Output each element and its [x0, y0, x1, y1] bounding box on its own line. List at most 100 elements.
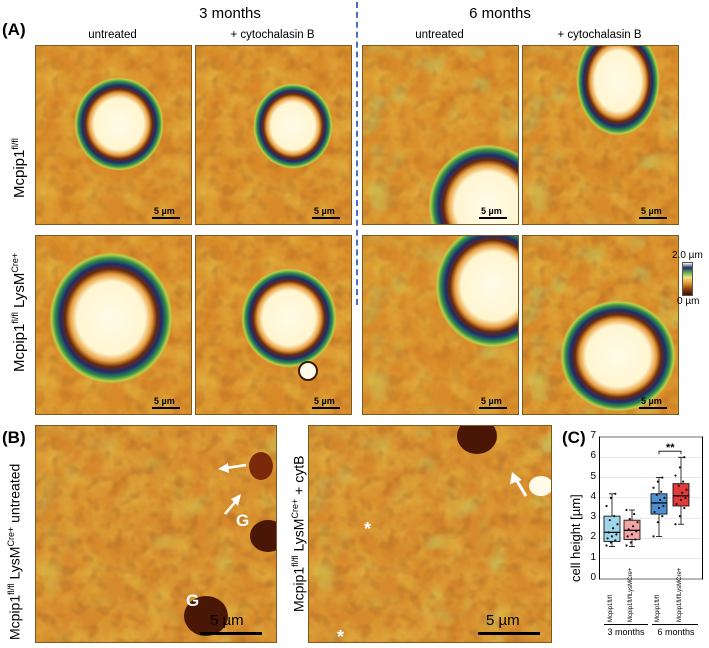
- data-point: [657, 506, 661, 510]
- y-tick-label: 7: [590, 430, 596, 441]
- column-label-cytb-3m: + cytochalasin B: [230, 29, 315, 41]
- column-label-untreated-3m: untreated: [88, 29, 137, 41]
- data-point: [609, 496, 612, 499]
- box-plot: [599, 436, 703, 580]
- afm-image-lysm-6m-untreated: [362, 235, 519, 415]
- data-point: [678, 466, 681, 469]
- scale-bar-label: 5 µm: [486, 612, 520, 629]
- data-point: [653, 510, 656, 514]
- data-point: [661, 476, 664, 479]
- data-point: [662, 504, 665, 508]
- granule-label: G: [186, 591, 200, 610]
- scale-bar: [312, 217, 340, 219]
- scale-bar: [479, 407, 507, 409]
- data-point: [659, 498, 662, 501]
- granule-label: G: [236, 511, 250, 530]
- data-point: [605, 504, 608, 508]
- data-point: [656, 480, 659, 483]
- data-point: [626, 535, 629, 538]
- panel-a-letter: (A): [2, 20, 26, 39]
- afm-image-lysm-3m-cytb: [195, 235, 352, 415]
- y-tick-label: 5: [590, 470, 596, 482]
- data-point: [683, 506, 686, 510]
- data-point: [678, 515, 681, 518]
- data-point: [655, 493, 658, 496]
- asterisk-marker: *: [337, 627, 345, 647]
- afm-image-zoom-cytb: [308, 425, 552, 643]
- data-point: [614, 539, 617, 542]
- box-3: [650, 493, 668, 515]
- data-point: [613, 515, 616, 518]
- data-point: [634, 538, 637, 541]
- scale-bar-label: 5 µm: [154, 206, 175, 216]
- x-category-label: Mcpip1fl/fl: [608, 594, 614, 622]
- data-point: [606, 537, 609, 540]
- afm-image-flfl-6m-untreated: [362, 45, 519, 225]
- scale-bar-label: 5 µm: [154, 396, 175, 406]
- data-point: [633, 512, 636, 516]
- panel-b-left-label: Mcpip1fl/fl LysMCre+ untreated: [6, 463, 23, 640]
- row-label-mcpip1-flfl: Mcpip1fl/fl: [10, 138, 28, 198]
- data-point: [660, 490, 663, 493]
- arrow-icon: [510, 472, 528, 497]
- significance-bracket: [658, 450, 682, 455]
- scale-bar-label: 5 µm: [641, 396, 662, 406]
- afm-image-flfl-3m-cytb: [195, 45, 352, 225]
- scale-bar: [312, 407, 340, 409]
- scale-bar-label: 5 µm: [314, 396, 335, 406]
- data-point: [663, 496, 666, 499]
- data-point: [629, 541, 632, 544]
- afm-image-lysm-3m-untreated: [35, 235, 192, 415]
- data-point: [679, 498, 683, 501]
- data-point: [605, 544, 608, 547]
- x-category-label: Mcpip1fl/flLysMCre+: [677, 567, 683, 622]
- data-point: [609, 541, 612, 544]
- y-tick-label: 1: [590, 551, 596, 563]
- height-colorbar: [682, 262, 693, 296]
- data-point: [630, 533, 634, 536]
- scale-bar-label: 5 µm: [314, 206, 335, 216]
- month-divider: [356, 2, 358, 305]
- afm-image-flfl-6m-cytb: [522, 45, 679, 225]
- scale-bar-label: 5 µm: [210, 612, 244, 629]
- group-header-6-months: 6 months: [469, 5, 531, 22]
- data-point: [616, 523, 619, 526]
- row-label-mcpip1-lysm: Mcpip1fl/fl LysMCre+: [10, 252, 28, 372]
- y-tick-label: 0: [590, 572, 596, 583]
- data-point: [674, 474, 677, 477]
- data-point: [627, 528, 630, 531]
- y-tick-label: 3: [590, 511, 596, 523]
- group-underline: [652, 624, 698, 625]
- data-point: [625, 544, 628, 547]
- column-label-cytb-6m: + cytochalasin B: [557, 29, 642, 41]
- data-point: [681, 491, 684, 494]
- data-point: [652, 535, 655, 538]
- data-point: [610, 535, 614, 538]
- afm-image-zoom-untreated: [35, 425, 277, 643]
- box-1: [603, 515, 621, 542]
- scale-bar: [479, 217, 507, 219]
- data-point: [654, 501, 657, 505]
- scale-bar: [152, 407, 180, 409]
- x-group-label-6-months: 6 months: [657, 627, 695, 637]
- box-4: [672, 483, 690, 507]
- x-group-label-3-months: 3 months: [607, 627, 645, 637]
- arrow-icon: [218, 463, 247, 473]
- data-point: [636, 521, 639, 524]
- scale-bar: [152, 217, 180, 219]
- y-tick-label: 4: [590, 490, 596, 502]
- data-point: [608, 519, 611, 522]
- scale-bar: [478, 632, 540, 635]
- data-point: [677, 484, 680, 487]
- afm-image-flfl-3m-untreated: [35, 45, 192, 225]
- x-category-label: Mcpip1fl/fl: [655, 594, 661, 622]
- data-point: [683, 456, 686, 459]
- data-point: [635, 530, 638, 533]
- data-point: [685, 488, 688, 491]
- data-point: [675, 502, 678, 506]
- panel-b-letter: (B): [2, 428, 26, 447]
- scale-bar: [639, 407, 667, 409]
- panel-b-right-label: Mcpip1fl/fl LysMCre+ + cytB: [290, 455, 307, 612]
- group-underline: [604, 624, 648, 625]
- column-label-untreated-6m: untreated: [415, 29, 464, 41]
